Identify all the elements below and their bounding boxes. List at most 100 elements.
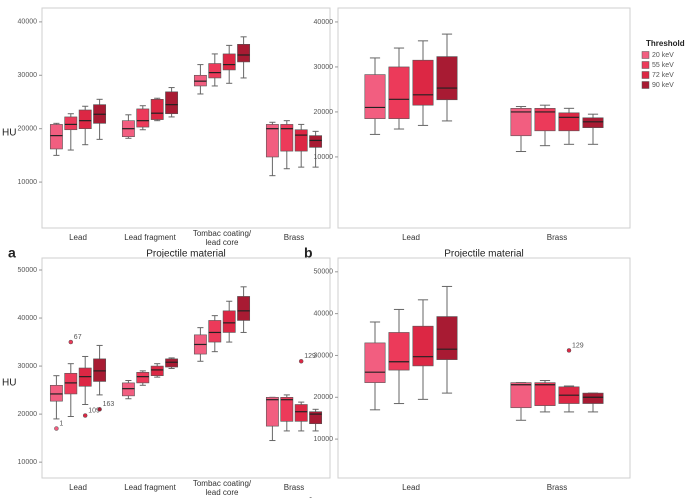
legend-label: 72 keV	[652, 72, 674, 79]
box	[582, 117, 604, 128]
box	[121, 382, 135, 397]
box	[222, 53, 236, 71]
box	[222, 310, 236, 333]
box	[64, 116, 78, 131]
panel-frame	[41, 257, 331, 479]
box	[265, 124, 279, 158]
x-tick-label: Lead	[69, 483, 87, 492]
box	[558, 112, 580, 132]
box	[280, 397, 294, 422]
box	[136, 108, 150, 128]
box	[136, 372, 150, 384]
y-tick-label: 10000	[18, 179, 38, 186]
outlier-label: 67	[74, 334, 82, 341]
outlier	[298, 359, 304, 364]
box	[364, 342, 386, 383]
panel-frame	[41, 7, 331, 229]
box	[412, 325, 434, 367]
box	[49, 124, 63, 150]
box	[237, 296, 251, 321]
box	[49, 384, 63, 402]
y-tick-label: 10000	[314, 436, 334, 443]
panel-frame	[337, 7, 631, 229]
outlier-label: 129	[572, 342, 584, 349]
box	[280, 124, 294, 152]
y-tick-label: 20000	[18, 126, 38, 133]
x-tick-label: Lead fragment	[124, 483, 176, 492]
box	[364, 74, 386, 119]
x-tick-label: Brass	[284, 483, 304, 492]
box	[150, 99, 164, 120]
box	[436, 316, 458, 360]
box	[165, 358, 179, 368]
box	[309, 135, 323, 148]
y-tick-label: 20000	[314, 394, 334, 401]
x-axis-title: Projectile material	[444, 249, 523, 260]
legend-swatch	[641, 51, 650, 59]
y-tick-label: 10000	[18, 459, 38, 466]
panel-frame	[337, 257, 631, 479]
y-tick-label: 50000	[314, 269, 334, 276]
box	[510, 382, 532, 409]
x-tick-label: Lead	[402, 483, 420, 492]
box	[93, 358, 107, 382]
x-tick-label: Lead fragment	[124, 233, 176, 242]
outlier	[97, 407, 102, 412]
panel-label: a	[8, 245, 16, 261]
box	[208, 63, 222, 79]
box	[237, 44, 251, 63]
outlier-label: 129	[304, 353, 316, 360]
box	[582, 392, 604, 404]
x-tick-label: Brass	[547, 483, 567, 492]
box	[388, 332, 410, 371]
x-tick-label: Brass	[547, 233, 567, 242]
box	[294, 129, 308, 152]
box	[510, 108, 532, 137]
outlier-label: 163	[103, 401, 115, 408]
box	[388, 66, 410, 119]
outlier-label: 109	[88, 407, 100, 414]
box	[436, 56, 458, 101]
panel-label: c	[8, 495, 16, 498]
y-tick-label: 10000	[314, 154, 334, 161]
y-tick-label: 40000	[314, 19, 334, 26]
legend-label: 20 keV	[652, 52, 674, 59]
box	[64, 372, 78, 395]
panel-label: d	[304, 495, 313, 498]
legend-swatch	[641, 81, 650, 89]
outlier-label: 1	[59, 420, 63, 427]
outlier	[54, 426, 59, 431]
y-tick-label: 30000	[18, 72, 38, 79]
legend-title: Threshold	[646, 39, 685, 48]
legend-label: 90 keV	[652, 82, 674, 89]
y-axis-title: HU	[2, 128, 16, 139]
outlier	[82, 413, 88, 418]
outlier	[68, 339, 74, 345]
x-tick-label: Lead	[69, 233, 87, 242]
y-tick-label: 40000	[314, 310, 334, 317]
box	[265, 397, 279, 427]
y-axis-title: HU	[2, 378, 16, 389]
x-tick-label: Lead	[402, 233, 420, 242]
outlier	[566, 348, 572, 353]
y-tick-label: 40000	[18, 19, 38, 26]
box	[165, 91, 179, 115]
legend-swatch	[641, 71, 650, 79]
y-tick-label: 20000	[18, 411, 38, 418]
box	[294, 404, 308, 422]
y-tick-label: 30000	[314, 352, 334, 359]
box	[78, 109, 92, 129]
y-tick-label: 30000	[18, 363, 38, 370]
panel-label: b	[304, 245, 313, 261]
legend-swatch	[641, 61, 650, 69]
y-tick-label: 50000	[18, 267, 38, 274]
box	[208, 320, 222, 343]
box	[412, 59, 434, 106]
box	[534, 382, 556, 406]
legend-label: 55 keV	[652, 62, 674, 69]
y-tick-label: 40000	[18, 315, 38, 322]
x-tick-label: Tombac coating/lead core	[193, 479, 252, 497]
y-tick-label: 30000	[314, 64, 334, 71]
x-tick-label: Tombac coating/lead core	[193, 229, 252, 247]
